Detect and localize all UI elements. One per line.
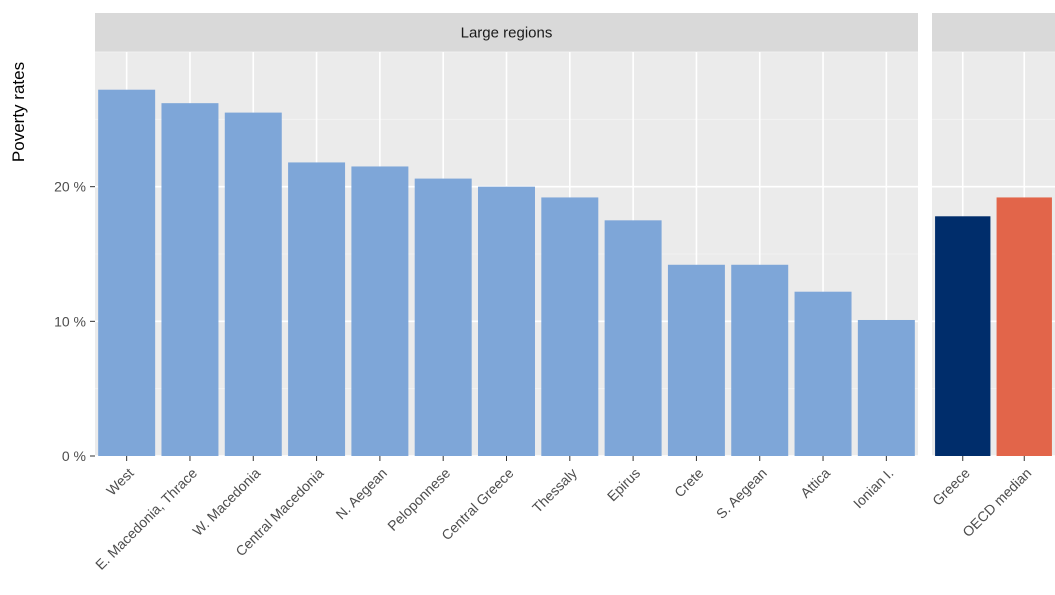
bar [541, 197, 599, 456]
bar [935, 216, 991, 456]
facet-strip [95, 13, 918, 52]
x-tick-label: Crete [671, 465, 707, 501]
x-tick-label: Attica [797, 465, 833, 501]
x-tick-label: S. Aegean [713, 465, 770, 522]
bar [731, 264, 789, 456]
bar [794, 291, 852, 456]
bar [857, 319, 915, 456]
bar [478, 186, 535, 456]
y-axis-title: Poverty rates [9, 62, 28, 162]
x-tick-label: West [103, 465, 137, 499]
bar [351, 166, 409, 456]
x-tick-label: Ionian I. [850, 465, 897, 512]
bar [288, 162, 346, 456]
bar [414, 178, 472, 456]
facet-strip-label: Large regions [461, 25, 553, 42]
bar [161, 103, 219, 456]
y-axis: 0 % 10 % 20 % [54, 179, 95, 464]
x-tick-label: Peloponnese [384, 465, 453, 534]
x-tick-label: Thessaly [529, 465, 580, 516]
bar [224, 112, 282, 456]
bar [667, 264, 725, 456]
x-tick-label: Epirus [604, 465, 643, 504]
facet-strip [932, 13, 1055, 52]
y-tick-label: 0 % [62, 448, 86, 464]
bar [604, 220, 662, 456]
y-tick-label: 10 % [54, 313, 86, 329]
bar [98, 89, 156, 456]
bar [996, 197, 1052, 456]
y-tick-label: 20 % [54, 179, 86, 195]
x-tick-label: Greece [929, 465, 973, 509]
x-tick-label: N. Aegean [332, 465, 390, 523]
